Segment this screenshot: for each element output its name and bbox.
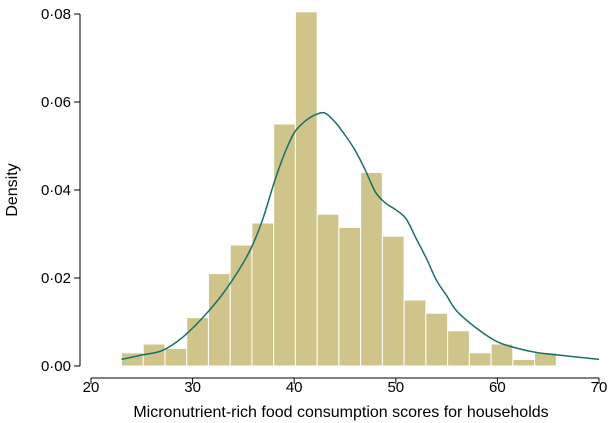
x-tick-label: 50 [387, 379, 404, 396]
histogram-bar [360, 171, 383, 367]
histogram-bar [142, 343, 166, 367]
histogram-bar [229, 244, 253, 367]
x-tick-label: 60 [489, 379, 506, 396]
histogram-bar [164, 347, 188, 367]
y-tick-label: 0·08 [41, 6, 71, 23]
histogram-bar [294, 11, 318, 367]
x-axis-label: Micronutrient-rich food consumption scor… [133, 404, 548, 421]
histogram-bar [273, 123, 296, 367]
x-tick-label: 20 [83, 379, 100, 396]
histogram-bar [186, 317, 209, 367]
histogram-bar [512, 358, 536, 367]
y-tick-label: 0·00 [41, 358, 71, 375]
histogram-bar [447, 330, 470, 367]
x-tick-label: 40 [286, 379, 303, 396]
y-axis-label: Density [4, 163, 21, 216]
histogram-bar [316, 213, 340, 367]
x-tick-label: 70 [591, 379, 608, 396]
histogram-bar [534, 352, 557, 367]
y-tick-label: 0·04 [41, 182, 71, 199]
y-tick-label: 0·06 [41, 94, 71, 111]
y-tick-label: 0·02 [41, 270, 71, 287]
histogram-bar [381, 235, 405, 367]
histogram-bars [120, 11, 557, 367]
histogram-bar [425, 312, 449, 367]
density-curve-layer [121, 111, 600, 361]
density-curve [121, 111, 600, 361]
histogram-bar [251, 222, 275, 367]
histogram-bar [403, 299, 427, 367]
histogram-bar [468, 352, 492, 367]
x-tick-label: 30 [184, 379, 201, 396]
histogram-bar [490, 343, 514, 367]
axes: 0·00 0·02 0·04 0·06 0·08 20 30 40 50 60 70 [41, 6, 607, 396]
histogram-bar [338, 226, 362, 367]
